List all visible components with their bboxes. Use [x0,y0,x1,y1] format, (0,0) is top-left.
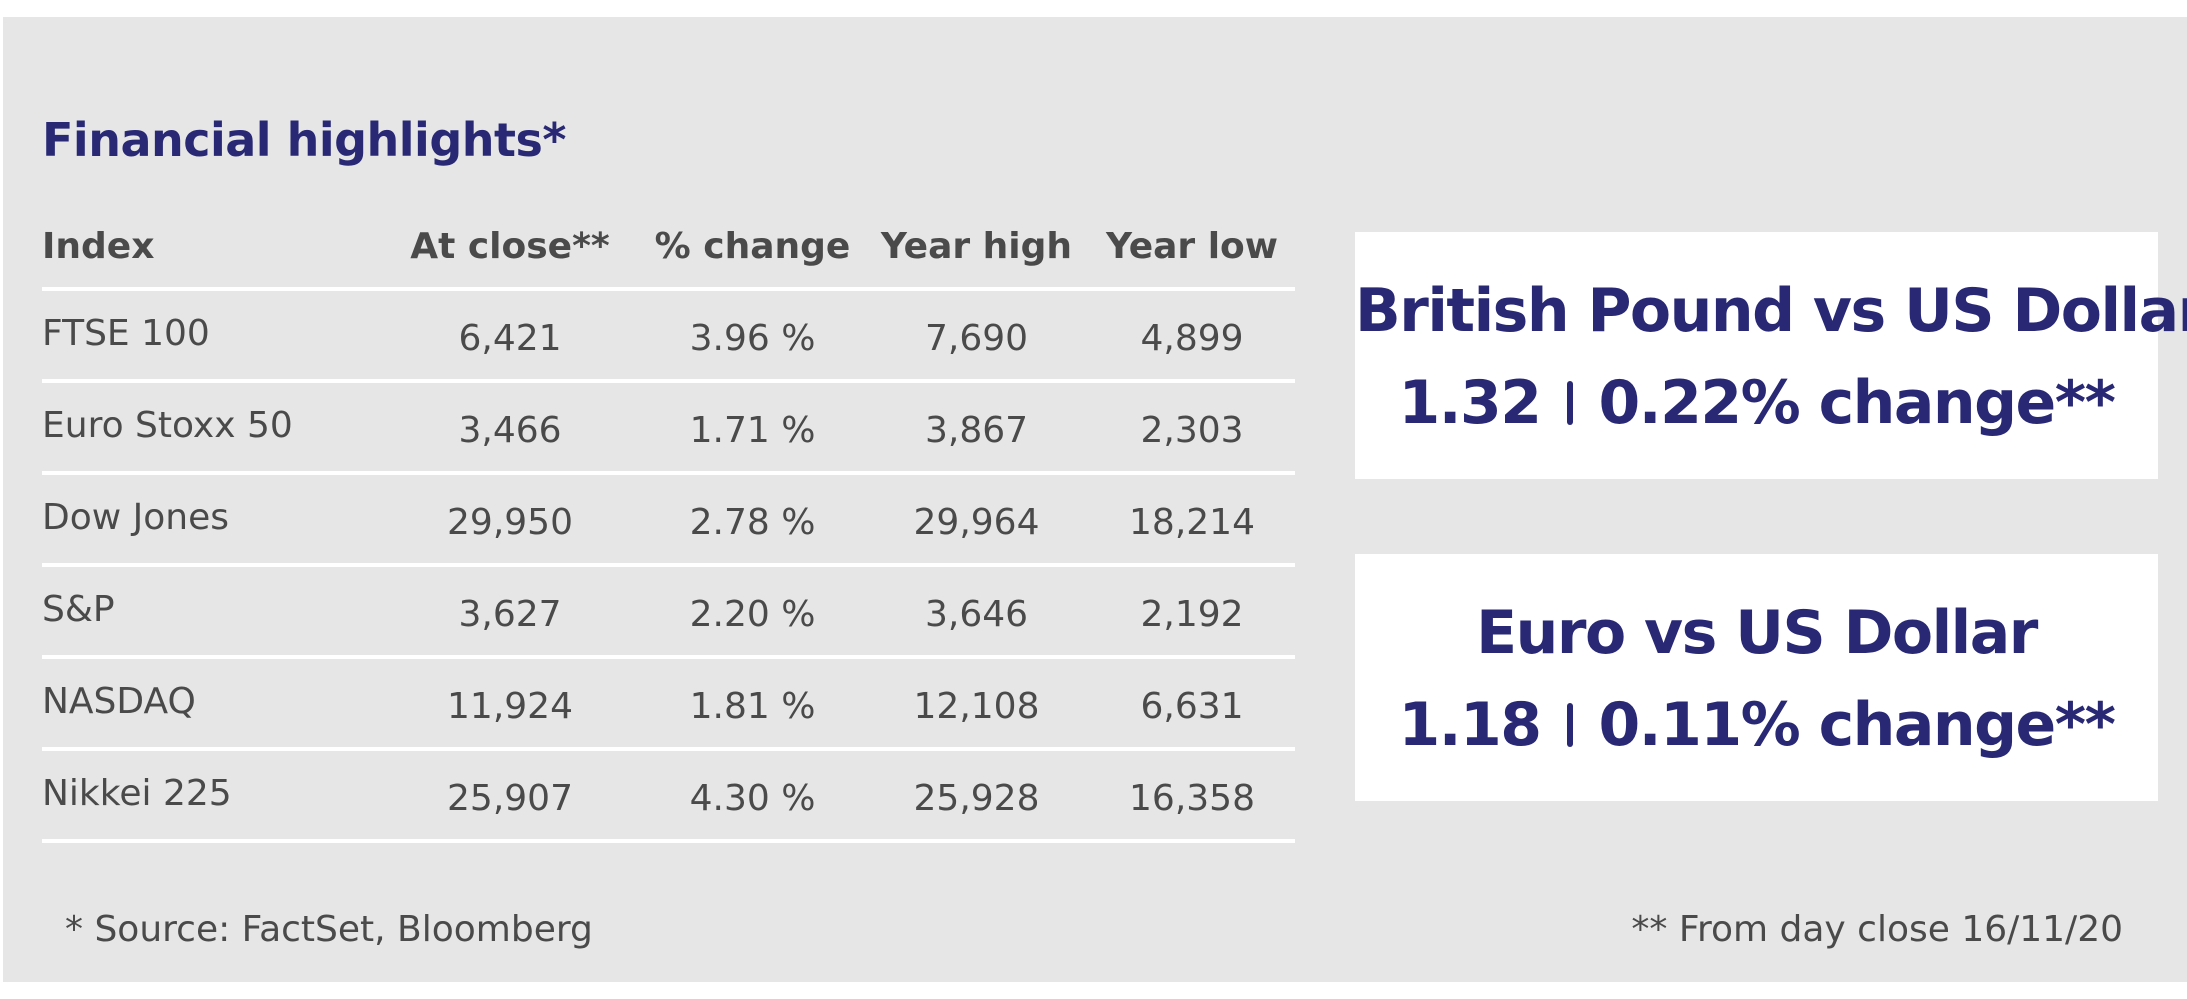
fx-card-value: 1.18 0.11% change** [1355,690,2158,760]
fx-card-title: Euro vs US Dollar [1476,598,2038,668]
footnote-source: * Source: FactSet, Bloomberg [65,909,593,950]
cell-year-low: 16,358 [1089,749,1295,843]
cell-percent-change: 1.81 % [641,657,864,751]
cell-at-close: 3,466 [379,381,641,475]
header-year-high: Year high [864,205,1089,291]
table-row: Dow Jones 29,950 2.78 % 29,964 18,214 [42,473,1295,567]
cell-at-close: 25,907 [379,749,641,843]
table-header-row: Index At close** % change Year high Year… [42,205,1295,291]
page-title: Financial highlights* [42,113,566,167]
separator-bar [1566,381,1573,425]
fx-rate: 1.18 [1398,690,1543,760]
cell-year-low: 6,631 [1089,657,1295,751]
cell-year-low: 18,214 [1089,473,1295,567]
fx-card-eur-usd: Euro vs US Dollar 1.18 0.11% change** [1355,554,2158,801]
cell-index-name: Euro Stoxx 50 [42,381,379,475]
cell-percent-change: 1.71 % [641,381,864,475]
header-year-low: Year low [1089,205,1295,291]
cell-year-high: 3,646 [864,565,1089,659]
cell-year-high: 7,690 [864,289,1089,383]
separator-bar [1566,703,1573,747]
cell-at-close: 29,950 [379,473,641,567]
cell-year-low: 2,303 [1089,381,1295,475]
fx-change: 0.22% change** [1598,368,2116,438]
fx-rate: 1.32 [1398,368,1543,438]
table-row: Nikkei 225 25,907 4.30 % 25,928 16,358 [42,749,1295,843]
cell-year-high: 3,867 [864,381,1089,475]
fx-change: 0.11% change** [1598,690,2116,760]
cell-index-name: Dow Jones [42,473,379,567]
table-row: FTSE 100 6,421 3.96 % 7,690 4,899 [42,289,1295,383]
cell-percent-change: 4.30 % [641,749,864,843]
fx-card-gbp-usd: British Pound vs US Dollar 1.32 0.22% cha… [1355,232,2187,479]
financial-highlights-panel: Financial highlights* Index At close** %… [3,17,2187,982]
cell-index-name: S&P [42,565,379,659]
cell-at-close: 11,924 [379,657,641,751]
cell-index-name: NASDAQ [42,657,379,751]
cell-at-close: 6,421 [379,289,641,383]
cell-year-low: 4,899 [1089,289,1295,383]
cell-year-high: 12,108 [864,657,1089,751]
header-percent-change: % change [641,205,864,291]
footnote-day-close: ** From day close 16/11/20 [1631,909,2123,950]
cell-year-high: 25,928 [864,749,1089,843]
cell-percent-change: 2.78 % [641,473,864,567]
table-row: S&P 3,627 2.20 % 3,646 2,192 [42,565,1295,659]
cell-year-low: 2,192 [1089,565,1295,659]
cell-index-name: Nikkei 225 [42,749,379,843]
header-index: Index [42,205,379,291]
table-row: NASDAQ 11,924 1.81 % 12,108 6,631 [42,657,1295,751]
cell-percent-change: 2.20 % [641,565,864,659]
financial-table: Index At close** % change Year high Year… [42,205,1295,843]
cell-percent-change: 3.96 % [641,289,864,383]
cell-at-close: 3,627 [379,565,641,659]
cell-index-name: FTSE 100 [42,289,379,383]
cell-year-high: 29,964 [864,473,1089,567]
fx-card-title: British Pound vs US Dollar [1355,276,2187,346]
header-at-close: At close** [379,205,641,291]
table-row: Euro Stoxx 50 3,466 1.71 % 3,867 2,303 [42,381,1295,475]
fx-card-value: 1.32 0.22% change** [1355,368,2158,438]
